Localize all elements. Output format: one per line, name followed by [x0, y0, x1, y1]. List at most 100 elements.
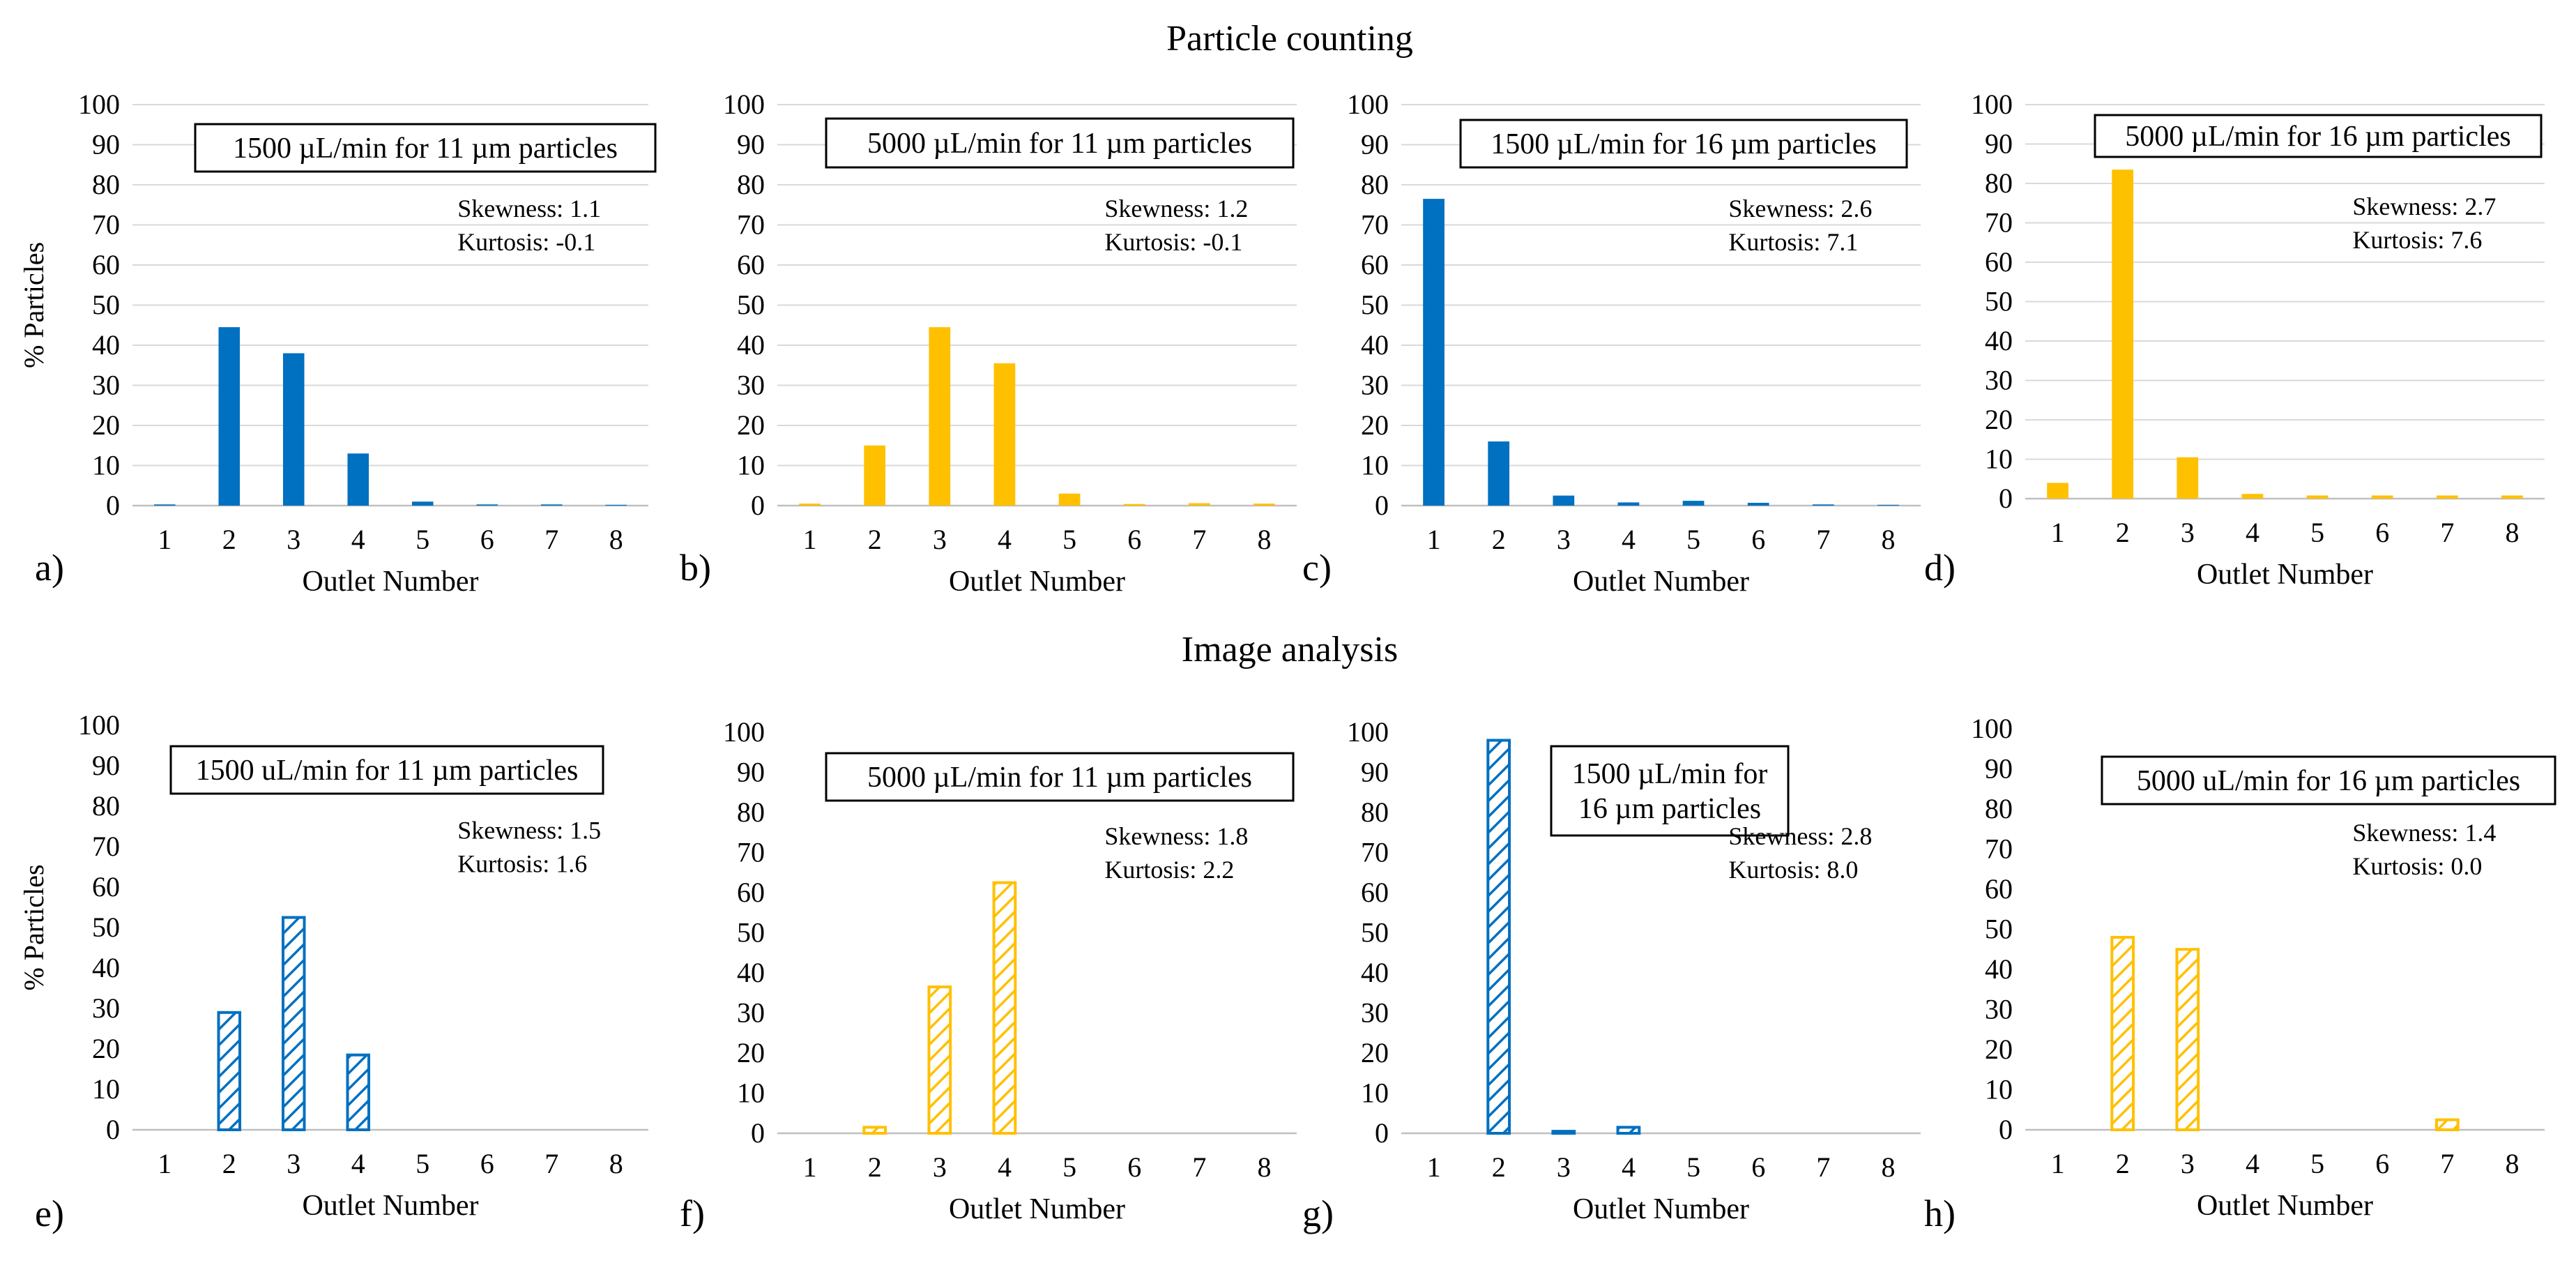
- chart-title: 16 µm particles: [1578, 793, 1761, 825]
- bar-outlet-2: [864, 445, 886, 506]
- y-tick-label: 80: [1361, 796, 1389, 828]
- y-tick-label: 40: [1361, 329, 1389, 361]
- bar-outlet-4: [346, 1053, 371, 1131]
- bar-outlet-2: [218, 327, 241, 506]
- x-tick-label: 1: [803, 1151, 817, 1183]
- y-tick-label: 100: [1347, 89, 1389, 120]
- x-axis-label: Outlet Number: [302, 1190, 478, 1222]
- x-tick-label: 6: [480, 1148, 494, 1179]
- skewness-annotation: Skewness: 1.1: [457, 195, 601, 222]
- bar-outlet-7: [1812, 504, 1834, 506]
- y-tick-label: 60: [1985, 246, 2013, 278]
- bar-outlet-6: [1747, 502, 1769, 506]
- y-tick-label: 0: [106, 490, 120, 521]
- y-tick-label: 60: [737, 249, 765, 280]
- x-tick-label: 8: [1257, 524, 1271, 555]
- kurtosis-annotation: Kurtosis: 1.6: [457, 849, 587, 877]
- bar-outlet-2: [217, 1011, 242, 1132]
- skewness-annotation: Skewness: 2.8: [1728, 822, 1872, 850]
- chart-title-box: [825, 752, 1295, 802]
- y-tick-label: 0: [106, 1114, 120, 1145]
- x-tick-label: 8: [2505, 1148, 2519, 1179]
- bar-outlet-8: [1877, 504, 1899, 506]
- bar-outlet-3: [927, 985, 952, 1135]
- x-tick-label: 8: [1257, 1151, 1271, 1183]
- x-tick-label: 6: [1751, 1151, 1765, 1183]
- chart-title-box: [2101, 755, 2556, 806]
- bar-outlet-5: [1058, 493, 1081, 506]
- x-tick-label: 2: [2116, 517, 2130, 548]
- kurtosis-annotation: Kurtosis: 7.6: [2352, 226, 2482, 254]
- bar-outlet-8: [2501, 495, 2523, 499]
- y-tick-label: 50: [1361, 289, 1389, 321]
- chart-panel-f: 0 10 20 30 40 50 60 70 80 90 100 1 2 3 4 5 6 7 8 Outlet Num…: [680, 716, 1297, 1234]
- x-tick-label: 4: [998, 524, 1012, 555]
- x-tick-label: 5: [1686, 1151, 1700, 1183]
- x-tick-label: 1: [2051, 517, 2065, 548]
- skewness-annotation: Skewness: 2.7: [2352, 192, 2496, 220]
- bar-outlet-4: [347, 453, 369, 506]
- y-tick-label: 0: [1375, 1117, 1389, 1149]
- bar-outlet-1: [2047, 483, 2068, 499]
- bar-outlet-8: [1253, 504, 1275, 506]
- y-tick-label: 70: [737, 209, 765, 241]
- skewness-annotation: Skewness: 1.4: [2352, 819, 2496, 847]
- y-tick-label: 20: [1985, 404, 2013, 435]
- x-tick-label: 2: [868, 524, 882, 555]
- y-tick-label: 20: [92, 409, 120, 441]
- bar-outlet-1: [799, 504, 821, 506]
- x-tick-label: 5: [416, 524, 429, 555]
- chart-title: 1500 µL/min for 11 µm particles: [233, 133, 618, 165]
- y-tick-label: 0: [751, 490, 765, 521]
- chart-title: 1500 µL/min for: [1572, 758, 1768, 790]
- x-tick-label: 6: [2375, 1148, 2389, 1179]
- bar-outlet-6: [1123, 504, 1145, 506]
- x-tick-label: 2: [2116, 1148, 2130, 1179]
- y-tick-label: 0: [1999, 483, 2013, 514]
- bar-outlet-5: [411, 501, 434, 506]
- y-axis-label: % Particles: [18, 864, 49, 990]
- bar-outlet-8: [605, 504, 627, 506]
- y-tick-label: 50: [1361, 917, 1389, 948]
- y-tick-label: 20: [1361, 409, 1389, 441]
- y-tick-label: 30: [92, 992, 120, 1024]
- bar-outlet-3: [2175, 948, 2200, 1131]
- bar-outlet-3: [1553, 495, 1575, 506]
- x-tick-label: 6: [1751, 524, 1765, 555]
- x-tick-label: 7: [2440, 517, 2454, 548]
- x-tick-label: 5: [1062, 1151, 1076, 1183]
- bar-outlet-3: [1551, 1130, 1576, 1135]
- y-tick-label: 0: [1375, 490, 1389, 521]
- y-tick-label: 0: [1999, 1114, 2013, 1145]
- x-tick-label: 2: [1492, 1151, 1506, 1183]
- y-tick-label: 20: [1361, 1037, 1389, 1068]
- panel-label: h): [1924, 1193, 1956, 1234]
- y-tick-label: 70: [1361, 209, 1389, 241]
- bar-outlet-6: [476, 504, 498, 506]
- x-tick-label: 3: [2181, 1148, 2195, 1179]
- x-tick-label: 5: [416, 1148, 429, 1179]
- x-tick-label: 3: [1557, 1151, 1571, 1183]
- bar-outlet-7: [1188, 503, 1210, 506]
- y-tick-label: 70: [92, 831, 120, 862]
- x-axis-label: Outlet Number: [2197, 559, 2373, 591]
- chart-panel-c: 0 10 20 30 40 50 60 70 80 90 100 1 2 3 4 5 6 7 8 Outlet Num…: [1302, 89, 1921, 598]
- y-tick-label: 100: [1347, 716, 1389, 748]
- y-tick-label: 80: [1985, 167, 2013, 199]
- y-tick-label: 60: [92, 871, 120, 902]
- kurtosis-annotation: Kurtosis: -0.1: [1104, 228, 1242, 256]
- chart-title: 1500 µL/min for 16 µm particles: [1491, 128, 1876, 160]
- x-tick-label: 4: [2246, 1148, 2259, 1179]
- x-tick-label: 3: [287, 524, 300, 555]
- skewness-annotation: Skewness: 1.8: [1104, 822, 1248, 850]
- x-tick-label: 2: [222, 524, 236, 555]
- y-tick-label: 30: [1985, 994, 2013, 1025]
- y-tick-label: 20: [737, 1037, 765, 1068]
- x-tick-label: 4: [998, 1151, 1012, 1183]
- y-tick-label: 40: [1361, 957, 1389, 988]
- y-tick-label: 40: [737, 957, 765, 988]
- x-tick-label: 1: [1427, 524, 1441, 555]
- y-tick-label: 60: [92, 249, 120, 280]
- kurtosis-annotation: Kurtosis: 2.2: [1104, 856, 1234, 884]
- y-tick-label: 70: [1985, 833, 2013, 865]
